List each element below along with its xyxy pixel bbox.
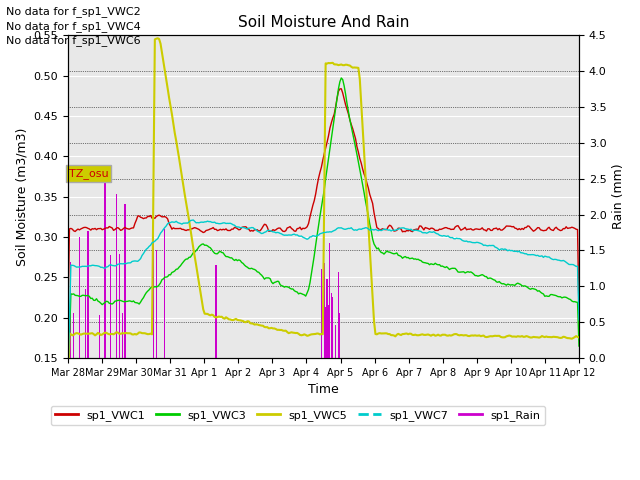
Y-axis label: Soil Moisture (m3/m3): Soil Moisture (m3/m3) bbox=[15, 128, 28, 266]
Bar bbox=[110, 255, 111, 358]
Bar bbox=[338, 272, 339, 358]
Bar bbox=[335, 325, 336, 358]
Bar bbox=[84, 289, 86, 358]
Bar bbox=[104, 181, 106, 358]
Bar bbox=[99, 315, 100, 358]
Bar bbox=[321, 269, 322, 358]
Text: TZ_osu: TZ_osu bbox=[68, 168, 108, 179]
Bar bbox=[124, 204, 125, 358]
Bar bbox=[325, 307, 326, 358]
Y-axis label: Rain (mm): Rain (mm) bbox=[612, 164, 625, 229]
Bar bbox=[328, 305, 329, 358]
Bar bbox=[70, 262, 72, 358]
Bar bbox=[332, 297, 333, 358]
Text: No data for f_sp1_VWC4: No data for f_sp1_VWC4 bbox=[6, 21, 141, 32]
Bar bbox=[79, 237, 80, 358]
Bar bbox=[122, 313, 123, 358]
Legend: sp1_VWC1, sp1_VWC3, sp1_VWC5, sp1_VWC7, sp1_Rain: sp1_VWC1, sp1_VWC3, sp1_VWC5, sp1_VWC7, … bbox=[51, 406, 545, 425]
Text: No data for f_sp1_VWC6: No data for f_sp1_VWC6 bbox=[6, 35, 141, 46]
Bar bbox=[331, 293, 332, 358]
Bar bbox=[73, 312, 74, 358]
Bar bbox=[116, 193, 117, 358]
Bar bbox=[339, 313, 340, 358]
Bar bbox=[164, 229, 165, 358]
Bar bbox=[156, 251, 157, 358]
Bar bbox=[153, 207, 154, 358]
X-axis label: Time: Time bbox=[308, 383, 339, 396]
Bar bbox=[67, 85, 68, 358]
Text: No data for f_sp1_VWC2: No data for f_sp1_VWC2 bbox=[6, 6, 141, 17]
Bar bbox=[118, 254, 120, 358]
Bar bbox=[326, 279, 328, 358]
Title: Soil Moisture And Rain: Soil Moisture And Rain bbox=[238, 15, 409, 30]
